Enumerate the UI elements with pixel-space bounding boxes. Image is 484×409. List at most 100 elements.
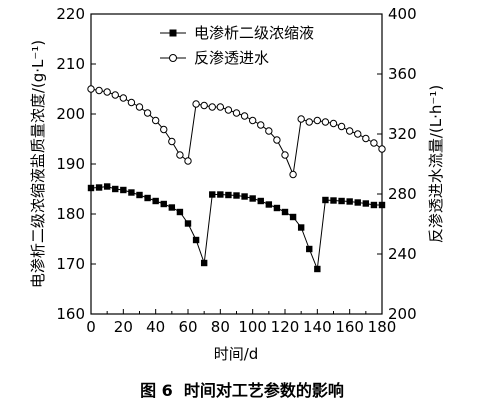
data-point-square (330, 197, 337, 204)
left-y-tick-label: 160 (56, 305, 85, 323)
x-tick-label: 80 (211, 318, 230, 336)
right-y-tick-label: 200 (388, 305, 417, 323)
data-point-circle (224, 106, 233, 114)
data-point-circle (176, 151, 184, 159)
data-point-circle (321, 118, 330, 126)
data-point-circle (240, 112, 249, 120)
x-axis-ticks: 0 20 40 60 80 100 120 140 160 180 (86, 309, 396, 336)
data-point-circle (184, 157, 192, 165)
data-point-square (346, 198, 353, 205)
right-y-tick-label: 280 (388, 185, 417, 203)
data-point-square (209, 191, 216, 198)
data-point-square (233, 192, 240, 199)
data-point-square (273, 204, 281, 212)
data-point-square (192, 236, 200, 244)
x-tick-label: 140 (303, 318, 332, 336)
data-point-circle (111, 91, 119, 99)
series-line-0 (90, 185, 382, 270)
data-point-circle (143, 109, 152, 117)
data-point-square (370, 201, 378, 209)
data-point-circle (232, 109, 241, 117)
data-point-circle (127, 98, 136, 107)
data-point-square (160, 200, 167, 208)
x-axis-title: 时间/d (214, 345, 259, 363)
x-tick-label: 60 (178, 318, 197, 336)
figure-caption: 图 6 时间对工艺参数的影响 (140, 381, 344, 400)
data-point-square (241, 193, 248, 200)
data-point-circle (297, 115, 305, 123)
data-point-square (281, 208, 289, 216)
right-y-tick-label: 320 (388, 125, 417, 143)
data-point-square (217, 191, 224, 198)
data-point-circle (378, 145, 386, 153)
data-point-circle (281, 151, 289, 159)
data-point-circle (208, 103, 216, 111)
x-tick-label: 160 (335, 318, 364, 336)
data-point-square (322, 196, 329, 204)
data-point-circle (354, 130, 362, 138)
x-tick-label: 120 (271, 318, 300, 336)
data-point-circle (95, 86, 103, 95)
data-point-square (289, 213, 297, 221)
x-tick-label: 0 (86, 318, 96, 336)
data-point-square (297, 224, 305, 231)
data-point-circle (313, 116, 322, 125)
data-point-square (87, 184, 95, 192)
data-point-square (338, 197, 345, 205)
data-point-square (225, 191, 232, 199)
data-point-square (136, 191, 143, 199)
data-point-square (200, 259, 208, 267)
x-tick-label: 20 (114, 318, 133, 336)
data-point-circle (362, 134, 370, 143)
left-y-tick-label: 170 (56, 255, 85, 273)
right-y-tick-label: 240 (388, 245, 417, 263)
data-point-square (184, 220, 192, 227)
legend-marker-ro (169, 54, 177, 62)
x-tick-label: 40 (146, 318, 165, 336)
data-point-square (144, 194, 151, 202)
data-point-circle (216, 103, 225, 111)
x-tick-label: 100 (238, 318, 267, 336)
data-point-square (249, 195, 256, 202)
data-point-circle (289, 170, 297, 179)
data-point-circle (103, 88, 111, 96)
left-y-axis-ticks: 160 170 180 190 200 210 220 (56, 5, 96, 323)
left-y-tick-label: 190 (56, 155, 85, 173)
data-point-square (354, 199, 361, 206)
data-point-circle (135, 103, 144, 111)
data-point-square (265, 201, 273, 208)
data-point-square (257, 197, 264, 205)
data-point-square (378, 201, 386, 209)
data-point-circle (265, 127, 273, 135)
data-point-circle (119, 94, 128, 102)
right-y-axis-ticks: 200 240 280 320 360 400 (377, 5, 417, 323)
data-point-circle (200, 101, 208, 110)
right-y-axis-title: 反渗透进水流量/(L·h⁻¹) (427, 85, 445, 243)
left-y-tick-label: 200 (56, 105, 85, 123)
data-point-circle (160, 125, 168, 134)
right-y-tick-label: 400 (388, 5, 417, 23)
data-point-circle (337, 122, 346, 131)
left-y-axis-title: 电渗析二级浓缩液盐质量浓度/(g·L⁻¹) (29, 40, 47, 288)
left-y-tick-label: 210 (56, 55, 85, 73)
data-point-square (120, 186, 127, 194)
legend-marker-ed (169, 29, 177, 37)
legend: 电渗析二级浓缩液 反渗透进水 (160, 24, 314, 67)
legend-label-ro: 反渗透进水 (194, 49, 269, 67)
data-point-square (314, 265, 321, 273)
data-point-square (152, 197, 159, 205)
data-point-circle (87, 85, 95, 93)
data-point-circle (345, 127, 354, 135)
left-y-tick-label: 180 (56, 205, 85, 223)
x-tick-label: 180 (368, 318, 397, 336)
data-point-square (95, 184, 103, 191)
data-point-circle (192, 100, 200, 108)
data-point-square (168, 204, 176, 211)
data-point-square (103, 183, 111, 190)
data-point-square (362, 200, 370, 207)
data-point-circle (257, 121, 265, 129)
data-point-square (306, 245, 313, 253)
data-point-square (176, 208, 184, 216)
data-point-circle (305, 118, 313, 126)
